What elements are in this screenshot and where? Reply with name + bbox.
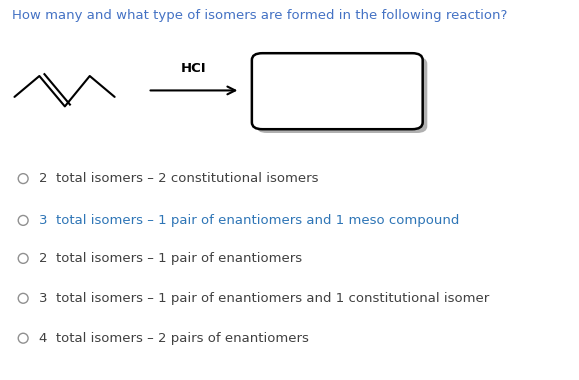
Text: How many and what type of isomers are formed in the following reaction?: How many and what type of isomers are fo…	[12, 10, 507, 22]
Text: 3  total isomers – 1 pair of enantiomers and 1 meso compound: 3 total isomers – 1 pair of enantiomers …	[39, 214, 459, 227]
Text: 2  total isomers – 2 constitutional isomers: 2 total isomers – 2 constitutional isome…	[39, 172, 318, 185]
Text: 3  total isomers – 1 pair of enantiomers and 1 constitutional isomer: 3 total isomers – 1 pair of enantiomers …	[39, 292, 489, 305]
FancyBboxPatch shape	[252, 53, 423, 129]
Text: 2  total isomers – 1 pair of enantiomers: 2 total isomers – 1 pair of enantiomers	[39, 252, 302, 265]
Text: HCI: HCI	[181, 62, 207, 75]
Text: 4  total isomers – 2 pairs of enantiomers: 4 total isomers – 2 pairs of enantiomers	[39, 332, 309, 345]
FancyBboxPatch shape	[256, 57, 427, 133]
